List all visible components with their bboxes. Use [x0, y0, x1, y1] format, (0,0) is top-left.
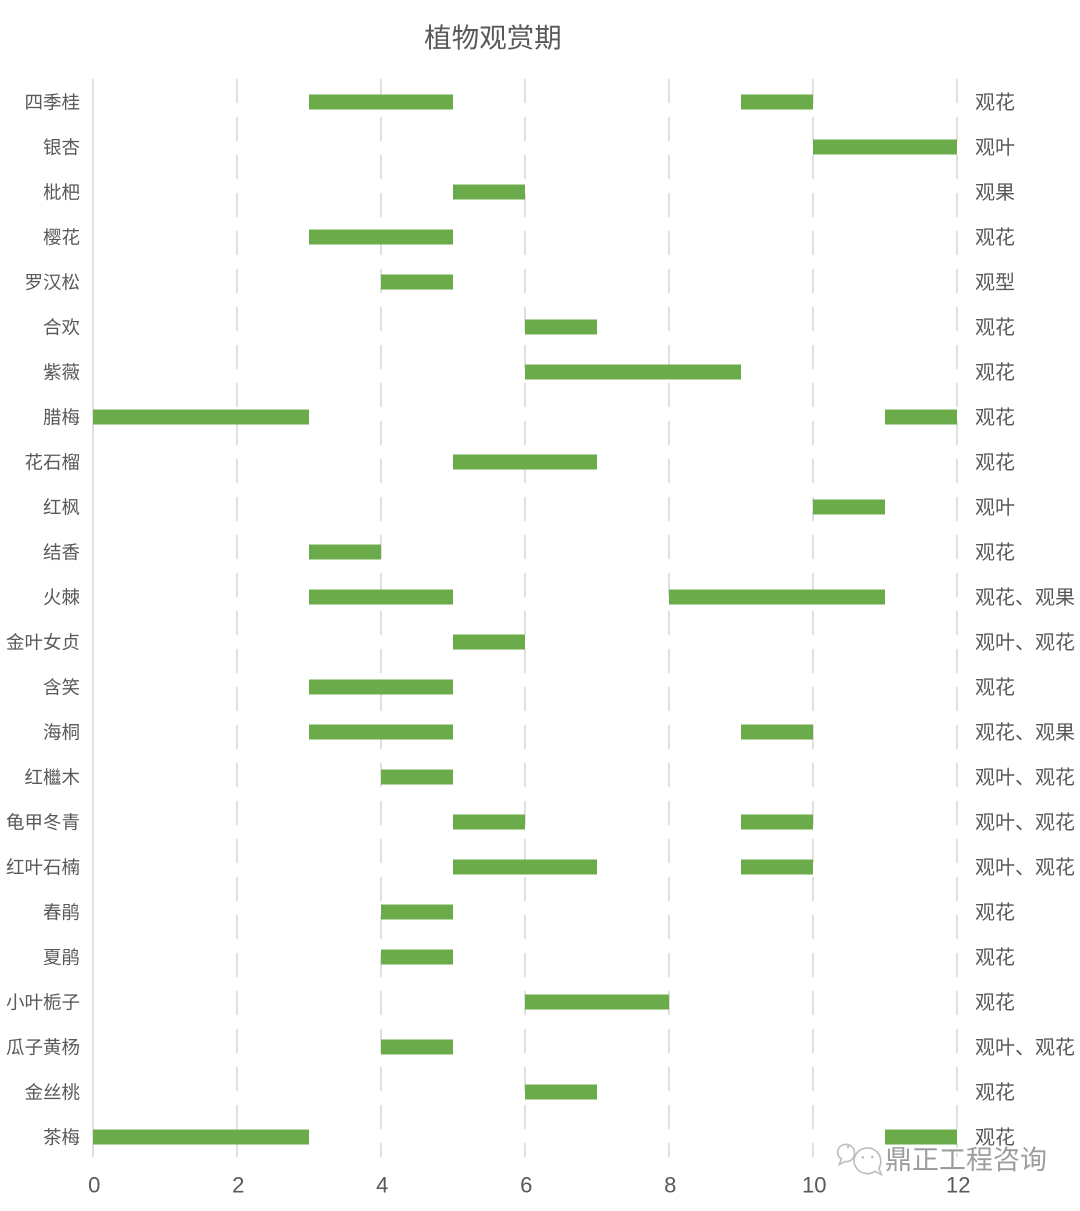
svg-text:6: 6: [520, 1173, 532, 1198]
svg-text:2: 2: [232, 1173, 244, 1198]
svg-text:8: 8: [664, 1173, 676, 1198]
svg-text:12: 12: [946, 1173, 970, 1198]
svg-text:4: 4: [376, 1173, 388, 1198]
svg-text:0: 0: [88, 1173, 100, 1198]
svg-text:10: 10: [802, 1173, 826, 1198]
